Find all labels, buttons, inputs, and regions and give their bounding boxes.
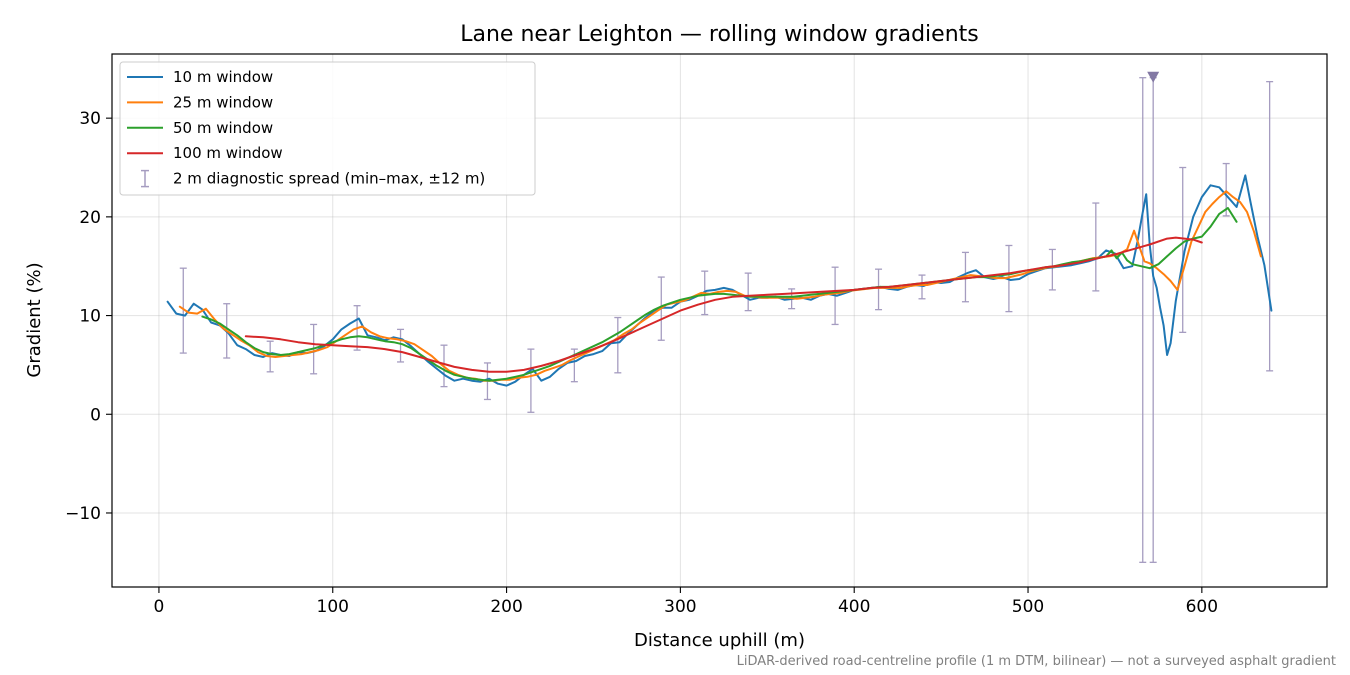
footnote: LiDAR-derived road-centreline profile (1… (737, 654, 1336, 669)
clipped-markers (1147, 71, 1160, 83)
clipped-value-marker (1147, 71, 1160, 83)
legend-label: 50 m window (173, 119, 273, 137)
chart-title: Lane near Leighton — rolling window grad… (460, 22, 979, 47)
y-tick-label: 10 (79, 307, 101, 327)
error-bar (614, 316, 622, 374)
x-axis-ticks: 0 100 200 300 400 500 600 (154, 587, 1218, 617)
error-bar (1222, 162, 1230, 217)
y-axis-label: Gradient (%) (24, 262, 45, 377)
error-bar (918, 274, 926, 300)
error-bar (1048, 248, 1056, 291)
legend: 10 m window 25 m window 50 m window 100 m w… (119, 61, 536, 196)
error-bar (179, 267, 187, 354)
error-bar (1266, 80, 1274, 372)
error-bar (1092, 202, 1100, 292)
x-tick-label: 0 (154, 597, 165, 617)
y-axis-ticks: −10 0 10 20 30 (65, 109, 112, 524)
y-tick-label: 0 (90, 405, 101, 425)
x-axis-label: Distance uphill (m) (634, 630, 805, 651)
plot-frame (111, 53, 1328, 588)
series-line-4 (244, 236, 1203, 373)
legend-entry: 2 m diagnostic spread (min–max, ±12 m) (141, 170, 485, 188)
error-bar (527, 348, 535, 413)
error-bar (1139, 77, 1147, 563)
legend-entry: 50 m window (127, 119, 273, 137)
error-bar (397, 328, 405, 363)
error-bar (875, 268, 883, 311)
y-tick-label: 20 (79, 208, 101, 228)
legend-entry: 25 m window (127, 93, 273, 111)
error-bar (1179, 166, 1187, 333)
legend-entry: 10 m window (127, 68, 273, 86)
series-line-1 (166, 174, 1273, 387)
x-tick-label: 400 (838, 597, 870, 617)
legend-box (119, 61, 536, 196)
series-line-3 (201, 207, 1238, 382)
y-tick-label: 30 (79, 109, 101, 129)
error-bar (1149, 77, 1157, 563)
legend-entry: 100 m window (127, 144, 283, 162)
x-tick-label: 500 (1012, 597, 1044, 617)
legend-label: 2 m diagnostic spread (min–max, ±12 m) (173, 170, 485, 188)
x-tick-label: 300 (664, 597, 696, 617)
x-tick-label: 600 (1186, 597, 1218, 617)
legend-label: 100 m window (173, 144, 283, 162)
series-lines (166, 174, 1273, 387)
legend-label: 25 m window (173, 93, 273, 111)
x-tick-label: 100 (317, 597, 349, 617)
series-line-2 (178, 190, 1262, 382)
x-tick-label: 200 (490, 597, 522, 617)
y-tick-label: −10 (65, 504, 101, 524)
error-bar (744, 272, 752, 312)
legend-label: 10 m window (173, 68, 273, 86)
